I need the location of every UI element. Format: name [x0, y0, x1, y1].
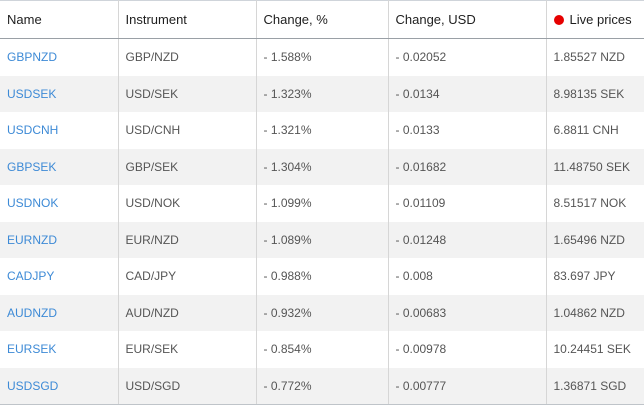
table-cell: - 1.323%: [255, 75, 388, 112]
header-cell: Name: [0, 0, 118, 39]
table-cell: - 1.588%: [255, 38, 388, 76]
table-row: AUDNZD AUD/NZD - 0.932% - 0.00683 1.04862 NZ…: [0, 294, 644, 331]
table-cell: 1.36871 SGD: [545, 367, 644, 405]
header-row: Name Instrument Change, % Change, USD Li…: [0, 0, 644, 39]
table-cell: USD/SEK: [117, 75, 256, 112]
table-cell: EUR/NZD: [117, 221, 256, 258]
table-cell: - 0.854%: [255, 331, 388, 368]
header-text: Name: [7, 12, 42, 27]
symbol-link[interactable]: GBPSEK: [0, 148, 118, 185]
table-cell: 83.697 JPY: [545, 258, 644, 295]
table-cell: GBP/NZD: [117, 38, 256, 76]
table-row: EURSEK EUR/SEK - 0.854% - 0.00978 10.24451 S…: [0, 331, 644, 368]
table-cell: - 1.089%: [255, 221, 388, 258]
table-row: USDNOK USD/NOK - 1.099% - 0.01109 8.51517 NO…: [0, 185, 644, 222]
symbol-link[interactable]: CADJPY: [7, 269, 55, 284]
header-text: Instrument: [125, 12, 187, 27]
table-cell: - 1.304%: [255, 148, 388, 185]
header-cell: Live prices: [545, 0, 644, 39]
table-cell: EUR/SEK: [117, 331, 256, 368]
table-cell: 10.24451 SEK: [545, 331, 644, 368]
header-cell: Instrument: [117, 0, 256, 39]
table-cell: - 0.988%: [255, 258, 388, 295]
table-cell: - 0.0134: [387, 75, 546, 112]
table-cell: - 0.01248: [387, 221, 546, 258]
table-cell: 6.8811 CNH: [545, 112, 644, 149]
symbol-link[interactable]: GBPNZD: [7, 50, 58, 65]
table-cell: - 0.00683: [387, 294, 546, 331]
table-cell: - 1.099%: [255, 185, 388, 222]
header-cell: Change, USD: [387, 0, 546, 39]
table-header: Name Instrument Change, % Change, USD Li…: [0, 0, 644, 39]
table-row: USDCNH USD/CNH - 1.321% - 0.0133 6.8811 CNH: [0, 112, 644, 149]
table-cell: 1.85527 NZD: [545, 38, 644, 76]
table-row: USDSGD USD/SGD - 0.772% - 0.00777 1.36871 SG…: [0, 367, 644, 405]
symbol-link[interactable]: USDCNH: [7, 123, 59, 138]
header-text: Change, %: [263, 12, 328, 27]
table-row: USDSEK USD/SEK - 1.323% - 0.0134 8.98135 SEK: [0, 75, 644, 112]
table-cell: - 0.00978: [387, 331, 546, 368]
symbol-link[interactable]: EURSEK: [7, 342, 57, 357]
table-cell: GBP/SEK: [117, 148, 256, 185]
symbol-link[interactable]: AUDNZD: [0, 294, 118, 331]
header-cell: Change, %: [255, 0, 388, 39]
table-row: GBPSEK GBP/SEK - 1.304% - 0.01682 11.48750 S…: [0, 148, 644, 185]
header-text: Change, USD: [395, 12, 476, 27]
table-row: CADJPY CAD/JPY - 0.988% - 0.008 83.697 JPY: [0, 258, 644, 295]
table-row: GBPNZD GBP/NZD - 1.588% - 0.02052 1.85527 NZ…: [0, 38, 644, 76]
symbol-link[interactable]: EURNZD: [0, 221, 118, 258]
table-cell: - 0.0133: [387, 112, 546, 149]
table-cell: - 0.772%: [255, 367, 388, 405]
symbol-link[interactable]: USDSEK: [0, 75, 118, 112]
symbol-link[interactable]: USDNOK: [7, 196, 59, 211]
table-cell: USD/SGD: [117, 367, 256, 405]
symbol-link[interactable]: USDSGD: [0, 367, 118, 405]
table-cell: - 0.008: [387, 258, 546, 295]
table-cell: 8.51517 NOK: [545, 185, 644, 222]
table-body: GBPNZD GBP/NZD - 1.588% - 0.02052 1.85527 NZ…: [0, 38, 644, 405]
header-text: Live prices: [569, 12, 632, 27]
table-cell: AUD/NZD: [117, 294, 256, 331]
table-cell: - 0.02052: [387, 38, 546, 76]
table-cell: USD/NOK: [117, 185, 256, 222]
table-cell: - 1.321%: [255, 112, 388, 149]
table-cell: USD/CNH: [117, 112, 256, 149]
table-cell: 11.48750 SEK: [545, 148, 644, 185]
table-cell: - 0.01682: [387, 148, 546, 185]
table-row: EURNZD EUR/NZD - 1.089% - 0.01248 1.65496 NZ…: [0, 221, 644, 258]
table-cell: 1.04862 NZD: [545, 294, 644, 331]
table-cell: - 0.00777: [387, 367, 546, 405]
table-cell: 1.65496 NZD: [545, 221, 644, 258]
table-cell: CAD/JPY: [117, 258, 256, 295]
table-cell: - 0.932%: [255, 294, 388, 331]
table-cell: 8.98135 SEK: [545, 75, 644, 112]
table-cell: - 0.01109: [387, 185, 546, 222]
live-dot: [553, 15, 564, 25]
